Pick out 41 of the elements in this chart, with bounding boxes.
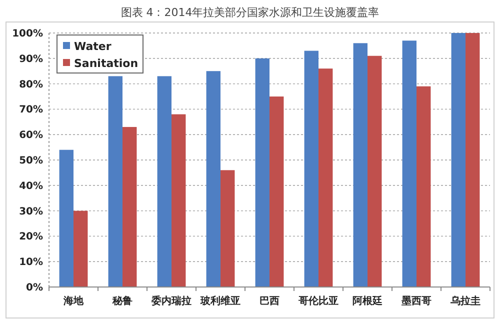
x-tick-label: 秘鲁 bbox=[112, 295, 132, 307]
y-tick-label: 30% bbox=[19, 206, 43, 218]
bar bbox=[206, 71, 220, 287]
x-tick-label: 乌拉圭 bbox=[450, 295, 480, 307]
bar bbox=[59, 150, 74, 287]
bar bbox=[402, 40, 416, 287]
bar bbox=[353, 43, 368, 287]
bar bbox=[220, 170, 235, 287]
x-tick-label: 哥伦比亚 bbox=[298, 295, 338, 307]
bar bbox=[270, 96, 284, 287]
y-tick-label: 90% bbox=[19, 54, 43, 65]
y-tick-label: 60% bbox=[19, 130, 43, 142]
bar bbox=[74, 210, 88, 287]
legend-label: Sanitation bbox=[74, 56, 138, 70]
x-tick-label: 阿根廷 bbox=[352, 295, 382, 307]
x-tick-label: 巴西 bbox=[260, 296, 280, 307]
y-tick-label: 10% bbox=[19, 257, 43, 268]
bar bbox=[368, 56, 382, 287]
x-tick-label: 玻利维亚 bbox=[200, 295, 240, 307]
legend-label: Water bbox=[74, 40, 112, 53]
x-tick-label: 委内瑞拉 bbox=[150, 295, 192, 307]
bar bbox=[108, 76, 122, 287]
chart-title: 图表 4：2014年拉美部分国家水源和卫生设施覆盖率 bbox=[120, 6, 380, 19]
bar bbox=[122, 126, 137, 287]
bar bbox=[466, 33, 480, 287]
bar bbox=[318, 68, 333, 287]
x-tick-label: 海地 bbox=[62, 295, 84, 307]
bar bbox=[157, 76, 172, 287]
x-tick-label: 墨西哥 bbox=[400, 295, 432, 307]
y-tick-label: 80% bbox=[19, 79, 43, 90]
bar bbox=[304, 50, 318, 287]
y-tick-label: 20% bbox=[19, 232, 43, 243]
bar bbox=[416, 86, 431, 287]
y-tick-label: 40% bbox=[19, 180, 43, 192]
y-tick-label: 0% bbox=[26, 282, 43, 294]
bar bbox=[172, 114, 186, 287]
bar bbox=[255, 58, 270, 287]
bar bbox=[451, 33, 466, 287]
y-tick-label: 70% bbox=[19, 104, 43, 116]
y-tick-label: 50% bbox=[19, 156, 43, 166]
y-tick-label: 100% bbox=[12, 28, 43, 40]
